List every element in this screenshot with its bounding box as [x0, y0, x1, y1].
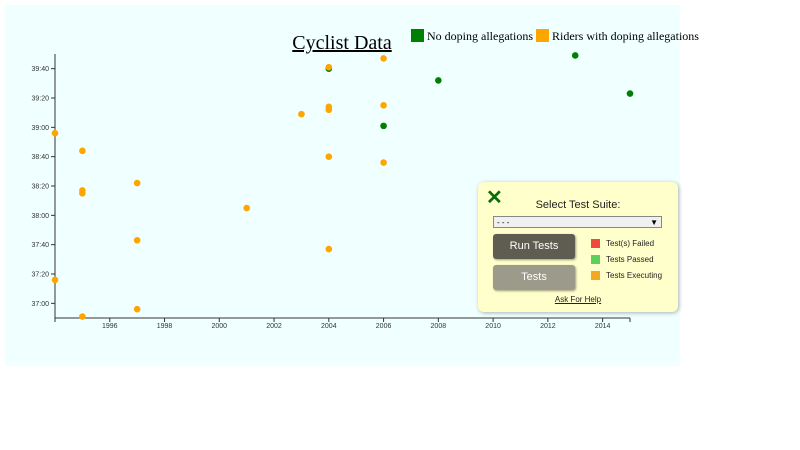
legend-swatch [411, 29, 424, 42]
data-point[interactable] [325, 63, 333, 71]
chevron-down-icon: ▼ [650, 218, 658, 227]
failed-label: Test(s) Failed [606, 239, 655, 248]
x-icon[interactable]: ✕ [486, 187, 503, 209]
data-point[interactable] [79, 190, 86, 197]
executing-swatch [591, 271, 600, 281]
data-point[interactable] [626, 90, 634, 97]
tests-button[interactable]: Tests [493, 265, 575, 290]
executing-label: Tests Executing [606, 271, 663, 280]
test-suite-select[interactable]: - - - ▼ [493, 216, 662, 228]
y-tick-label: 38:20 [31, 184, 49, 191]
data-point[interactable] [79, 147, 86, 155]
y-tick-label: 39:00 [31, 125, 49, 132]
x-tick-label: 2010 [485, 323, 501, 330]
legend-failed: Test(s) Failed [591, 239, 655, 249]
data-point[interactable] [51, 129, 59, 137]
legend-passed: Tests Passed [591, 255, 654, 265]
legend-label: Riders with doping allegations [552, 29, 699, 43]
y-tick-label: 37:40 [31, 242, 49, 249]
data-point[interactable] [380, 55, 387, 62]
x-tick-label: 2006 [376, 323, 392, 330]
y-tick-label: 39:40 [31, 66, 49, 73]
data-point[interactable] [133, 305, 141, 313]
data-point[interactable] [79, 313, 86, 320]
data-point[interactable] [325, 106, 333, 114]
data-point[interactable] [380, 122, 387, 130]
data-point[interactable] [133, 236, 141, 244]
x-tick-label: 2004 [321, 323, 337, 330]
legend-executing: Tests Executing [591, 271, 663, 281]
select-value: - - - [497, 218, 510, 227]
y-tick-label: 39:20 [31, 96, 49, 103]
select-label: Select Test Suite: [535, 199, 621, 211]
data-point[interactable] [298, 110, 305, 118]
data-point[interactable] [51, 276, 59, 284]
data-point[interactable] [380, 102, 387, 109]
data-point[interactable] [325, 245, 333, 253]
run-tests-button[interactable]: Run Tests [493, 234, 575, 259]
x-tick-label: 1998 [157, 323, 173, 330]
x-tick-label: 1996 [102, 323, 118, 330]
data-point[interactable] [243, 204, 250, 212]
chart-title: Cyclist Data [292, 32, 392, 54]
test-suite-panel: ✕ Select Test Suite: - - - ▼ Run Tests Te… [478, 182, 678, 312]
failed-swatch [591, 239, 600, 249]
y-tick-label: 37:20 [31, 272, 49, 279]
x-tick-label: 2008 [431, 323, 447, 330]
data-point[interactable] [571, 52, 579, 59]
x-tick-label: 2002 [266, 323, 282, 330]
passed-swatch [591, 255, 600, 265]
data-point[interactable] [133, 179, 141, 187]
y-tick-label: 38:00 [31, 213, 49, 220]
legend-label: No doping allegations [427, 29, 533, 43]
x-tick-label: 2000 [211, 323, 227, 330]
x-tick-label: 2012 [540, 323, 556, 330]
passed-label: Tests Passed [606, 255, 654, 264]
y-tick-label: 38:40 [31, 154, 49, 161]
legend-swatch [535, 29, 549, 42]
ask-for-help-link[interactable]: Ask For Help [554, 295, 602, 304]
data-point[interactable] [435, 77, 442, 84]
data-point[interactable] [325, 153, 333, 160]
x-tick-label: 2014 [595, 323, 611, 330]
data-point[interactable] [380, 159, 387, 166]
y-tick-label: 37:00 [31, 301, 49, 308]
